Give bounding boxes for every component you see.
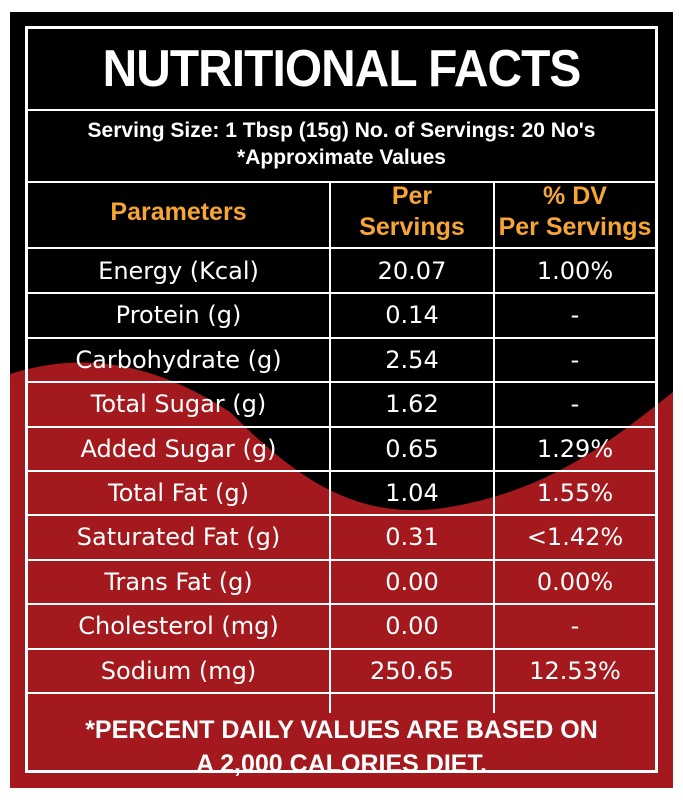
dv-cell: -: [570, 612, 580, 641]
per-serving-cell: 0.65: [385, 434, 439, 463]
divider: [28, 181, 655, 183]
parameter-cell: Trans Fat (g): [104, 567, 253, 596]
parameter-cell: Total Fat (g): [108, 479, 249, 507]
row-divider: [28, 514, 655, 517]
per-serving-cell: 0.31: [385, 523, 439, 552]
row-divider: [28, 647, 655, 650]
dv-cell: -: [570, 301, 580, 330]
per-serving-cell: 1.04: [385, 479, 439, 507]
dv-cell: 12.53%: [529, 656, 621, 685]
column-divider: [493, 181, 495, 713]
dv-cell: -: [570, 390, 580, 419]
row-divider: [28, 425, 655, 428]
serving-info: Serving Size: 1 Tbsp (15g) No. of Servin…: [28, 117, 655, 171]
dv-cell: 1.55%: [536, 479, 614, 507]
divider: [28, 109, 655, 111]
row-divider: [28, 336, 655, 339]
row-divider: [28, 381, 655, 384]
parameter-cell: Cholesterol (mg): [78, 612, 279, 641]
header-dv: % DV Per Servings: [495, 181, 655, 243]
per-serving-cell: 20.07: [377, 257, 447, 285]
approximate-values-note: *Approximate Values: [237, 146, 446, 169]
parameter-cell: Carbohydrate (g): [75, 345, 282, 374]
serving-size-text: Serving Size: 1 Tbsp (15g) No. of Servin…: [87, 119, 596, 142]
row-divider: [28, 603, 655, 606]
row-divider: [28, 470, 655, 472]
parameter-cell: Protein (g): [115, 301, 242, 330]
per-serving-cell: 2.54: [385, 345, 439, 374]
dv-cell: <1.42%: [526, 523, 624, 552]
per-serving-cell: 1.62: [385, 390, 439, 419]
divider: [28, 247, 655, 249]
header-dv-line2: Per Servings: [498, 213, 652, 241]
column-divider: [329, 181, 331, 713]
per-serving-cell: 0.14: [385, 301, 439, 330]
nutrition-facts-label: NUTRITIONAL FACTS Serving Size: 1 Tbsp (…: [10, 12, 673, 788]
per-serving-cell: 0.00: [385, 612, 439, 641]
dv-cell: 1.29%: [536, 434, 614, 463]
row-divider: [28, 558, 655, 561]
footer-line2: A 2,000 CALORIES DIET.: [196, 750, 487, 778]
table-frame: NUTRITIONAL FACTS Serving Size: 1 Tbsp (…: [25, 26, 658, 778]
dv-cell: 1.00%: [536, 257, 614, 285]
parameter-cell: Energy (Kcal): [98, 257, 259, 285]
footer-line1: *PERCENT DAILY VALUES ARE BASED ON: [85, 716, 598, 744]
per-serving-cell: 0.00: [385, 567, 439, 596]
header-per-servings-line1: Per: [391, 182, 433, 210]
parameter-cell: Added Sugar (g): [80, 434, 277, 463]
parameter-cell: Saturated Fat (g): [76, 523, 281, 552]
header-dv-line1: % DV: [543, 182, 607, 210]
dv-cell: 0.00%: [536, 567, 614, 596]
parameter-cell: Sodium (mg): [100, 656, 257, 685]
per-serving-cell: 250.65: [370, 656, 454, 685]
page-title: NUTRITIONAL FACTS: [102, 40, 582, 98]
row-divider: [28, 292, 655, 295]
header-parameters: Parameters: [110, 198, 247, 226]
red-wave-background: [10, 362, 673, 788]
header-per-servings: Per Servings: [331, 181, 493, 243]
header-per-servings-line2: Servings: [359, 213, 465, 241]
parameter-cell: Total Sugar (g): [90, 390, 267, 419]
row-divider: [28, 692, 655, 694]
dv-cell: -: [570, 345, 580, 374]
footer-note: *PERCENT DAILY VALUES ARE BASED ON A 2,0…: [28, 713, 655, 781]
